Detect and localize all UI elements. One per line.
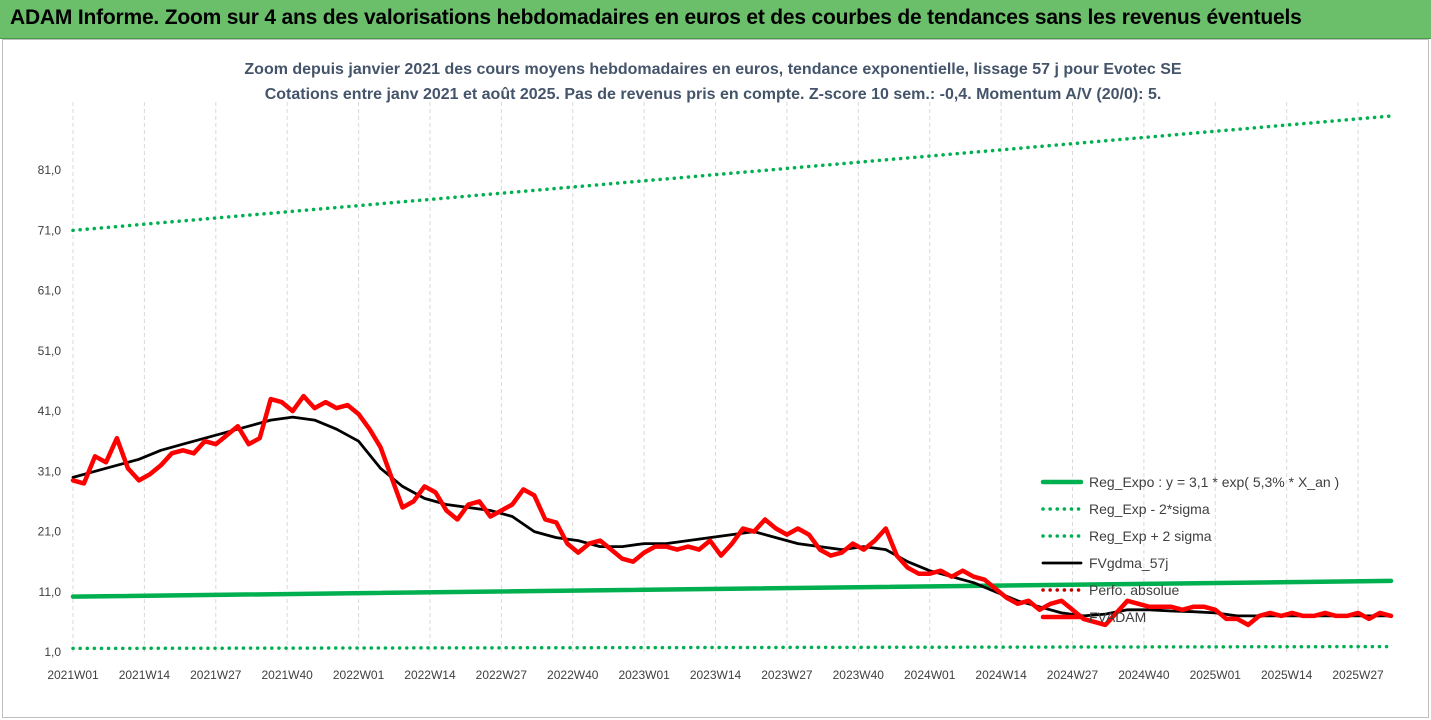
x-tick-label-2021w01: 2021W01 — [47, 668, 99, 682]
legend-label-reg-exp-2-sigma: Reg_Exp + 2 sigma — [1089, 528, 1212, 544]
chart-frame: Zoom depuis janvier 2021 des cours moyen… — [2, 39, 1429, 718]
page-title: ADAM Informe. Zoom sur 4 ans des valoris… — [10, 6, 1302, 29]
series-group — [70, 114, 1394, 651]
y-tick-label-51-0: 51,0 — [38, 344, 62, 358]
legend-label-fvgdma-57j: FVgdma_57j — [1089, 555, 1168, 571]
x-tick-label-2025w01: 2025W01 — [1190, 668, 1242, 682]
series-line-reg-expo-y-3-1-exp-5-3-x-an — [70, 578, 1394, 599]
series-line-reg-exp-2-sigma — [71, 644, 1393, 651]
x-tick-label-2025w27: 2025W27 — [1332, 668, 1384, 682]
x-tick-label-2024w27: 2024W27 — [1047, 668, 1099, 682]
x-tick-label-2025w14: 2025W14 — [1261, 668, 1313, 682]
y-tick-label-21-0: 21,0 — [38, 525, 62, 539]
legend-label-perfo-absolue: Perfo. absolue — [1089, 582, 1179, 598]
legend: Reg_Expo : y = 3,1 * exp( 5,3% * X_an ) R… — [1040, 474, 1339, 625]
legend-label-reg-expo-y-3-1-exp-5-3-x-an: Reg_Expo : y = 3,1 * exp( 5,3% * X_an ) — [1089, 474, 1339, 490]
y-tick-label-71-0: 71,0 — [38, 223, 62, 237]
x-tick-label-2021w14: 2021W14 — [119, 668, 171, 682]
header-bar: ADAM Informe. Zoom sur 4 ans des valoris… — [0, 0, 1431, 39]
y-tick-label-61-0: 61,0 — [38, 284, 62, 298]
x-tick-label-2024w40: 2024W40 — [1118, 668, 1170, 682]
series-line-fvadam — [70, 393, 1394, 628]
series-line-fvgdma-57j — [71, 415, 1393, 618]
series-line-reg-exp-2-sigma — [71, 114, 1393, 233]
x-tick-label-2021w27: 2021W27 — [190, 668, 242, 682]
axes: 2021W01 2021W14 2021W27 2021W40 2022W01 2022W… — [38, 163, 1384, 682]
chart-title-group: Zoom depuis janvier 2021 des cours moyen… — [244, 61, 1182, 103]
x-tick-label-2022w40: 2022W40 — [547, 668, 599, 682]
y-tick-label-31-0: 31,0 — [38, 464, 62, 478]
x-tick-label-2022w14: 2022W14 — [404, 668, 456, 682]
x-tick-label-2024w14: 2024W14 — [975, 668, 1027, 682]
x-tick-label-2023w14: 2023W14 — [690, 668, 742, 682]
y-tick-label-41-0: 41,0 — [38, 404, 62, 418]
line-chart: Zoom depuis janvier 2021 des cours moyen… — [38, 61, 1394, 682]
x-tick-label-2022w27: 2022W27 — [476, 668, 528, 682]
y-tick-label-1-0: 1,0 — [44, 645, 61, 659]
grid-lines — [72, 102, 1359, 652]
x-tick-label-2022w01: 2022W01 — [333, 668, 385, 682]
legend-label-fvadam: FVADAM — [1089, 609, 1146, 625]
x-tick-label-2023w40: 2023W40 — [833, 668, 885, 682]
x-tick-label-2023w27: 2023W27 — [761, 668, 813, 682]
y-tick-label-81-0: 81,0 — [38, 163, 62, 177]
x-tick-label-2024w01: 2024W01 — [904, 668, 956, 682]
chart-title-line-1: Zoom depuis janvier 2021 des cours moyen… — [244, 61, 1182, 78]
y-tick-label-11-0: 11,0 — [39, 585, 62, 599]
x-tick-label-2023w01: 2023W01 — [618, 668, 670, 682]
legend-label-reg-exp-2-sigma: Reg_Exp - 2*sigma — [1089, 501, 1210, 517]
x-tick-label-2021w40: 2021W40 — [261, 668, 313, 682]
chart-title-line-2: Cotations entre janv 2021 et août 2025. … — [265, 86, 1162, 103]
